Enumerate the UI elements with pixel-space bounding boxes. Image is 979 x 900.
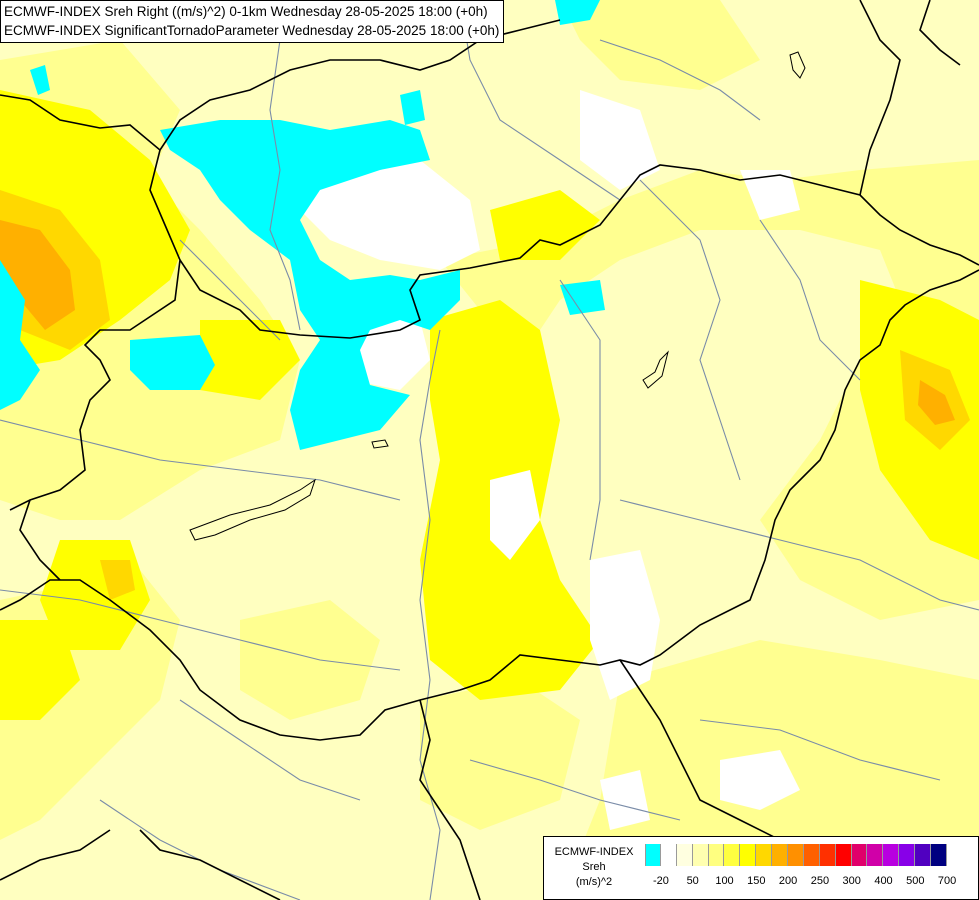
lakes [189,51,806,541]
legend-tick-labels: -20 50 100 150 200 250 300 400 500 700 [645,875,975,889]
legend-swatch [931,844,947,866]
title-line-2: ECMWF-INDEX SignificantTornadoParameter … [4,23,500,38]
legend-tick-label: 400 [874,875,893,887]
legend-swatch [676,844,693,866]
legend-tick-label: 200 [778,875,798,887]
legend-swatch [660,844,677,866]
legend-swatch [756,844,773,866]
color-legend: ECMWF-INDEX Sreh (m/s)^2 -20 50 100 150 200 2… [543,836,979,900]
legend-swatch [819,844,836,866]
legend-swatch [724,844,741,866]
legend-swatch [788,844,804,866]
legend-swatch [851,844,868,866]
title-line-1: ECMWF-INDEX Sreh Right ((m/s)^2) 0-1km W… [4,4,488,19]
legend-title: ECMWF-INDEX Sreh (m/s)^2 [544,845,644,890]
field-cyan [0,0,605,450]
legend-title-line-3: (m/s)^2 [575,876,613,888]
legend-swatch [803,844,820,866]
legend-tick-label: 150 [747,875,766,887]
legend-swatch [835,844,852,866]
legend-title-line-1: ECMWF-INDEX [554,846,634,858]
field-white [300,90,800,830]
legend-swatch [740,844,757,866]
legend-swatch [915,844,932,866]
legend-tick-label: 500 [906,875,925,887]
legend-swatch [772,844,789,866]
legend-swatch [692,844,709,866]
legend-tick-label: 700 [937,875,957,887]
legend-tick-label: 300 [842,875,861,887]
legend-tick-label: -20 [652,875,669,887]
legend-swatch [883,844,900,866]
map-title: ECMWF-INDEX Sreh Right ((m/s)^2) 0-1km W… [0,0,505,43]
legend-swatch [645,844,661,866]
legend-tick-label: 250 [810,875,830,887]
legend-swatches [645,844,947,866]
field-dark-orange [0,220,955,425]
legend-tick-label: 100 [715,875,734,887]
legend-title-line-2: Sreh [582,861,606,873]
legend-tick-label: 50 [686,875,699,887]
legend-swatch [899,844,916,866]
legend-swatch [867,844,884,866]
legend-swatch [708,844,725,866]
